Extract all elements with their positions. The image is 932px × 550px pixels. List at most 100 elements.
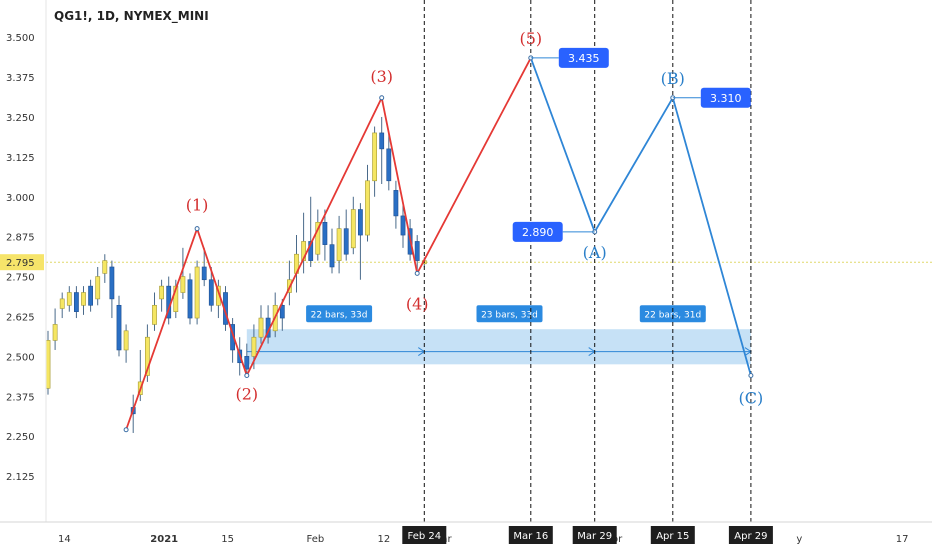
price-tag-label: 3.310 (710, 92, 742, 105)
candle-body (244, 356, 250, 370)
wave-vertex (748, 373, 754, 379)
y-tick-label: 2.375 (6, 392, 35, 403)
impulse-wave-label: (3) (370, 67, 393, 86)
wave-vertex (123, 427, 129, 433)
candle-body (88, 285, 93, 306)
y-tick-label: 2.625 (6, 312, 35, 323)
candle-body (350, 209, 356, 249)
candle-body (258, 317, 264, 338)
candle-body (145, 336, 150, 376)
impulse-wave-label: (4) (406, 294, 429, 313)
date-marker-tag (508, 526, 553, 544)
date-marker-label: Apr 29 (734, 531, 767, 542)
candle-body (372, 132, 377, 182)
candle-body (95, 276, 101, 300)
candle-body (251, 336, 257, 357)
y-axis: 3.500 3.375 3.250 3.125 3.000 2.875 2.750 2.625… (0, 0, 47, 522)
date-marker-tag (728, 526, 773, 544)
current-price-label: 2.795 (6, 258, 35, 269)
x-tick-label: pr (612, 534, 623, 545)
x-tick-label: y (796, 534, 802, 545)
date-marker-label: Apr 15 (656, 531, 689, 542)
corrective-wave-line (529, 57, 752, 376)
y-tick-label: 2.125 (6, 472, 35, 483)
candle-body (102, 260, 108, 274)
candle-body (180, 276, 186, 293)
candles-layer (45, 116, 427, 433)
time-range-layer: 22 bars, 33d 23 bars, 33d 22 bars, 31d (246, 305, 752, 365)
x-axis: 14 2021 15 Feb 12 ar pr y 17 Feb 24 Mar 16 Mar 29 Ap… (0, 521, 932, 545)
time-range-label: 22 bars, 33d (311, 310, 368, 320)
y-tick-label: 2.250 (6, 432, 35, 443)
candle-body (81, 292, 86, 306)
price-tag (558, 47, 609, 68)
y-tick-label: 3.250 (6, 113, 35, 124)
date-marker-label: Mar 29 (577, 531, 612, 542)
wave-lines-layer (123, 55, 754, 433)
date-marker-label: Feb 24 (407, 531, 441, 542)
x-tick-label: Feb (307, 534, 325, 545)
time-range-label: 23 bars, 33d (481, 310, 538, 320)
candle-body (116, 304, 122, 351)
candle-body (414, 241, 420, 261)
wave-vertex (379, 95, 385, 101)
x-tick-label: 15 (221, 534, 234, 545)
time-range-badge (476, 305, 543, 323)
candle-body (66, 292, 72, 306)
y-tick-label: 3.125 (6, 153, 35, 164)
price-tag (512, 221, 563, 242)
candle-body (194, 266, 200, 319)
price-tag-label: 3.435 (568, 52, 600, 65)
wave-vertex (194, 226, 200, 232)
candle-body (279, 304, 285, 319)
candle-body (393, 190, 399, 217)
candle-body (152, 304, 157, 325)
candle-body (208, 279, 214, 306)
corrective-wave-label: (A) (583, 243, 607, 262)
chart-title: QG1!, 1D, NYMEX_MINI (54, 9, 209, 24)
candle-body (109, 266, 115, 300)
candle-body (329, 244, 335, 268)
impulse-wave-line (125, 57, 532, 431)
time-range-badge (306, 305, 373, 323)
candle-body (187, 279, 193, 319)
candle-body (315, 221, 321, 255)
y-tick-label: 3.500 (6, 33, 35, 44)
candle-body (379, 132, 385, 150)
price-tag-label: 2.890 (522, 226, 554, 239)
candle-body (201, 266, 207, 281)
time-range-box (246, 329, 751, 365)
y-tick-label: 2.750 (6, 273, 35, 284)
current-price-tag (0, 254, 44, 271)
x-tick-label: 17 (896, 534, 909, 545)
candle-body (322, 221, 328, 245)
x-tick-label: ar (441, 534, 452, 545)
x-tick-label: 2021 (150, 534, 178, 545)
candle-body (123, 330, 129, 351)
candle-body (308, 241, 314, 261)
impulse-wave-label: (2) (235, 385, 258, 404)
time-range-badge (639, 305, 706, 323)
candle-body (357, 209, 363, 236)
y-tick-label: 3.000 (6, 193, 35, 204)
y-tick-label: 3.375 (6, 73, 35, 84)
date-marker-tag (402, 526, 447, 544)
candle-body (336, 228, 342, 261)
wave-labels-layer: (1) (2) (3) (4) (5) (A) (B) (C) 3.435 2.890 3.310 (186, 29, 764, 408)
candle-body (173, 285, 179, 312)
candle-body (386, 148, 392, 182)
wave-vertex (414, 270, 420, 276)
wave-vertex (244, 373, 250, 379)
date-marker-tag (650, 526, 695, 544)
impulse-wave-label: (5) (519, 29, 542, 48)
x-tick-label: 12 (378, 534, 391, 545)
y-tick-label: 2.500 (6, 352, 35, 363)
candle-body (59, 298, 65, 309)
impulse-wave-label: (1) (186, 196, 209, 215)
corrective-wave-label: (B) (661, 69, 685, 88)
candle-body (74, 292, 79, 312)
price-tag (700, 87, 751, 108)
x-tick-label: 14 (58, 534, 71, 545)
